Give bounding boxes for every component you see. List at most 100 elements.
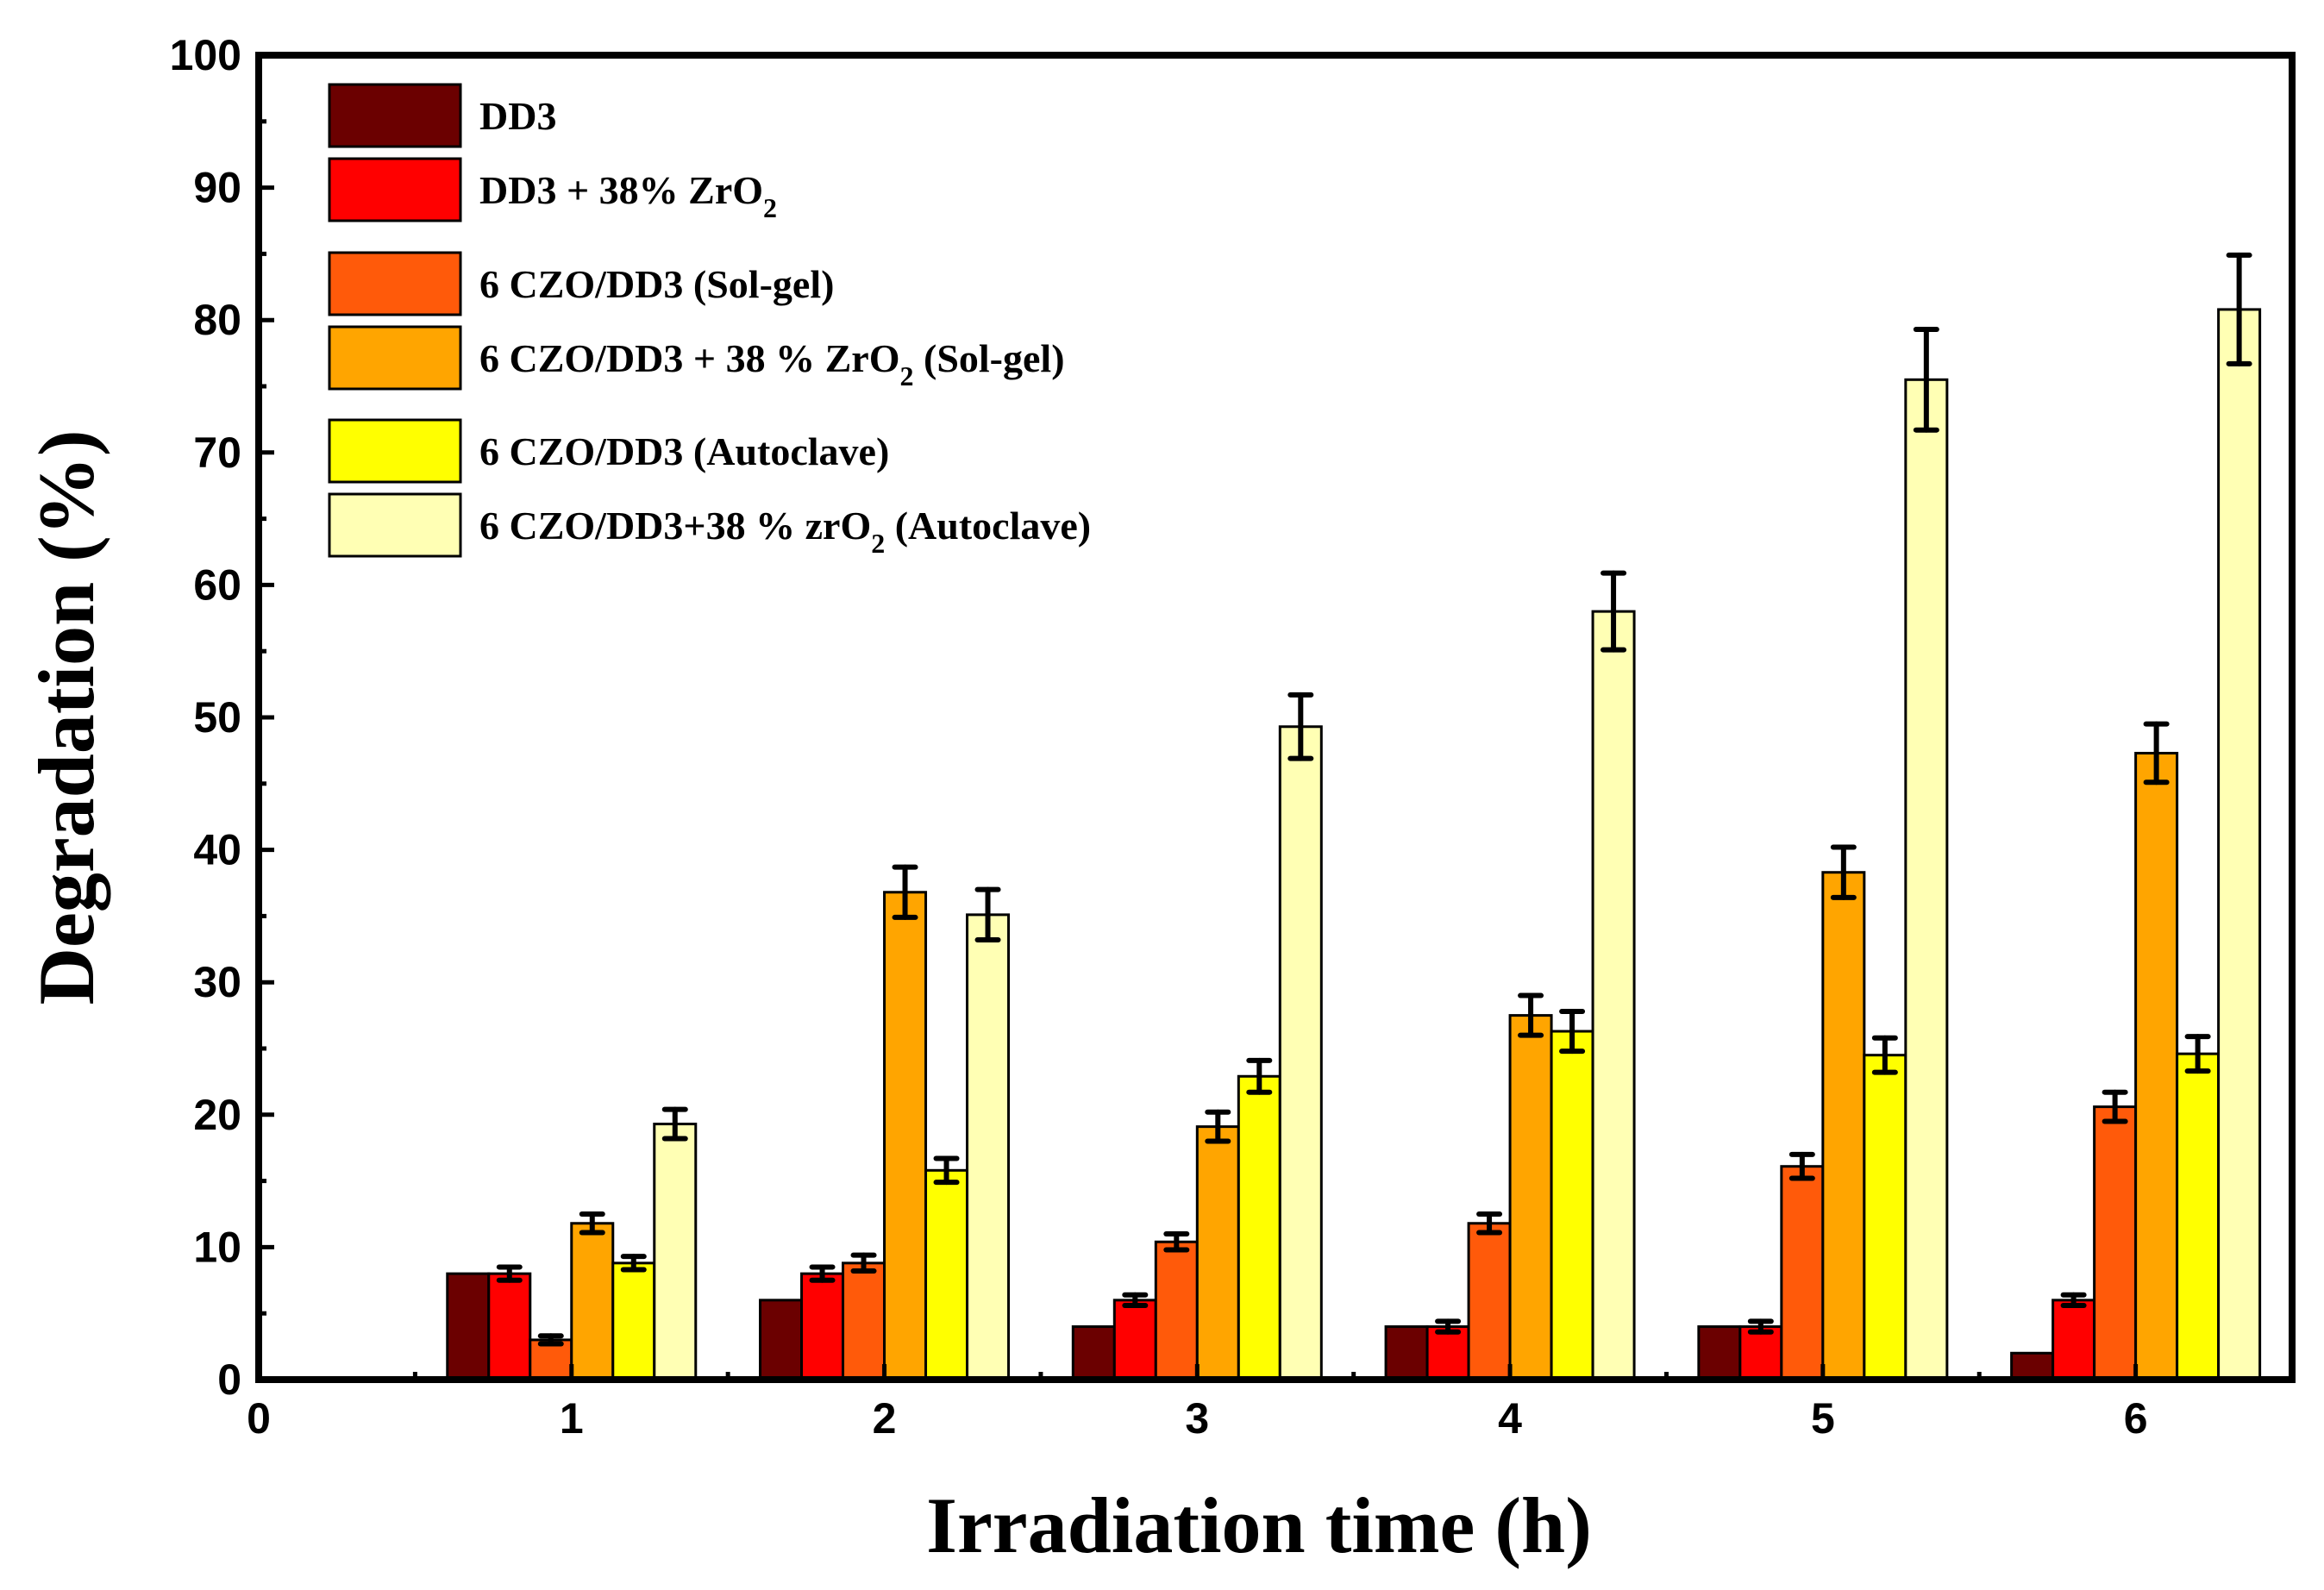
bar-series2-t6 (2052, 1299, 2096, 1381)
y-tick-label-40: 40 (193, 826, 241, 874)
bars-layer (446, 308, 2262, 1381)
error-bar-series4-t4 (1518, 992, 1544, 1038)
bar-series4-t5 (1821, 871, 1866, 1381)
error-bar-series2-t1 (496, 1264, 523, 1283)
error-bar-series4-t2 (892, 864, 918, 920)
error-bar-series5-t4 (1559, 1008, 1586, 1055)
bar-series5-t6 (2176, 1052, 2221, 1381)
x-tick-label-2: 2 (873, 1394, 897, 1443)
error-bar-series5-t1 (620, 1254, 647, 1273)
y-tick-label-0: 0 (217, 1355, 241, 1404)
bar-series1-t6 (2010, 1351, 2055, 1381)
bar-series2-t1 (487, 1272, 532, 1381)
bar-series6-t2 (966, 913, 1011, 1381)
bar-series1-t1 (446, 1272, 491, 1381)
error-bar-series4-t1 (579, 1211, 605, 1236)
error-bar-series5-t6 (2184, 1034, 2211, 1074)
error-bar-series3-t4 (1476, 1211, 1503, 1236)
error-bar-series6-t3 (1287, 692, 1314, 761)
bar-series5-t3 (1237, 1074, 1281, 1381)
x-tick-label-3: 3 (1185, 1394, 1209, 1443)
error-bar-series6-t5 (1913, 326, 1939, 433)
y-tick-label-50: 50 (193, 693, 241, 742)
error-bar-series3-t3 (1163, 1231, 1190, 1253)
bar-series6-t6 (2217, 308, 2262, 1381)
legend-label-series6: 6 CZO/DD3+38 % zrO2 (Autoclave) (479, 504, 1091, 559)
bar-series2-t3 (1112, 1299, 1157, 1381)
bar-series4-t4 (1508, 1014, 1553, 1381)
x-tick-label-0: 0 (247, 1394, 271, 1443)
y-tick-label-30: 30 (193, 958, 241, 1006)
bar-series6-t1 (653, 1123, 698, 1381)
y-tick-label-90: 90 (193, 164, 241, 212)
bar-series3-t5 (1780, 1165, 1825, 1381)
bar-series1-t4 (1384, 1325, 1429, 1381)
legend-swatch-series6 (328, 492, 462, 558)
error-bar-series3-t1 (537, 1333, 564, 1347)
bar-series4-t3 (1195, 1125, 1240, 1381)
legend-swatch-series2 (328, 157, 462, 222)
bar-series4-t6 (2134, 751, 2179, 1381)
y-axis-title: Degradation (%) (22, 430, 110, 1005)
bar-series6-t4 (1591, 610, 1636, 1381)
bar-series1-t5 (1697, 1325, 1742, 1381)
legend-label-series1: DD3 (479, 94, 556, 138)
bar-series4-t2 (883, 891, 928, 1381)
legend-label-series2: DD3 + 38% ZrO2 (479, 168, 777, 223)
x-axis-title: Irradiation time (h) (926, 1481, 1592, 1569)
bar-series5-t4 (1550, 1030, 1594, 1381)
legend-swatch-series5 (328, 418, 462, 484)
legend-label-series3: 6 CZO/DD3 (Sol-gel) (479, 262, 834, 306)
error-bar-series3-t5 (1788, 1151, 1815, 1181)
bar-series2-t5 (1738, 1325, 1783, 1381)
error-bar-series6-t2 (974, 886, 1001, 943)
error-bar-series4-t3 (1205, 1109, 1231, 1144)
y-tick-label-20: 20 (193, 1091, 241, 1139)
x-tick-label-5: 5 (1811, 1394, 1835, 1443)
bar-series6-t5 (1904, 378, 1949, 1381)
bar-series1-t3 (1071, 1325, 1116, 1381)
error-bar-series6-t6 (2226, 252, 2252, 366)
error-bar-series4-t6 (2143, 721, 2170, 786)
x-tick-label-6: 6 (2124, 1394, 2148, 1443)
error-bar-series6-t1 (661, 1106, 688, 1142)
legend: DD3 DD3 + 38% ZrO2 6 CZO/DD3 (Sol-gel) 6 CZ… (328, 83, 1091, 559)
legend-swatch-series1 (328, 83, 462, 148)
legend-label-series5: 6 CZO/DD3 (Autoclave) (479, 429, 889, 473)
legend-label-series4: 6 CZO/DD3 + 38 % ZrO2 (Sol-gel) (479, 336, 1065, 391)
bar-series2-t2 (800, 1272, 845, 1381)
error-bar-series4-t5 (1830, 844, 1857, 900)
x-tick-label-4: 4 (1498, 1394, 1522, 1443)
error-bar-series2-t4 (1435, 1318, 1462, 1335)
error-bar-series2-t5 (1747, 1318, 1774, 1335)
bar-series3-t4 (1467, 1222, 1512, 1381)
error-bars-layer (496, 252, 2252, 1347)
y-tick-label-100: 100 (170, 31, 241, 79)
bar-series6-t3 (1278, 725, 1323, 1381)
error-bar-series2-t6 (2060, 1292, 2087, 1308)
error-bar-series3-t6 (2102, 1089, 2128, 1124)
bar-series5-t2 (924, 1168, 969, 1381)
y-tick-label-10: 10 (193, 1223, 241, 1271)
error-bar-series6-t4 (1600, 570, 1627, 653)
bar-series2-t4 (1425, 1325, 1470, 1381)
bar-series5-t5 (1863, 1054, 1907, 1381)
error-bar-series2-t3 (1122, 1292, 1149, 1308)
bar-series1-t2 (759, 1299, 804, 1381)
bar-series4-t1 (570, 1222, 615, 1381)
legend-swatch-series4 (328, 325, 462, 391)
bar-series5-t1 (611, 1261, 656, 1381)
bar-series3-t2 (842, 1261, 886, 1381)
bar-series3-t3 (1154, 1240, 1199, 1381)
ticks-layer: 0 10 20 30 40 50 60 70 80 90 100 0 1 2 3 4 5 6 (170, 31, 2295, 1443)
legend-swatch-series3 (328, 251, 462, 316)
bar-series3-t6 (2093, 1105, 2138, 1381)
error-bar-series5-t3 (1246, 1057, 1273, 1095)
x-tick-label-1: 1 (560, 1394, 584, 1443)
error-bar-series3-t2 (850, 1252, 877, 1274)
y-tick-label-80: 80 (193, 296, 241, 344)
error-bar-series5-t2 (933, 1155, 960, 1186)
error-bar-series5-t5 (1871, 1035, 1898, 1075)
y-tick-label-60: 60 (193, 560, 241, 609)
